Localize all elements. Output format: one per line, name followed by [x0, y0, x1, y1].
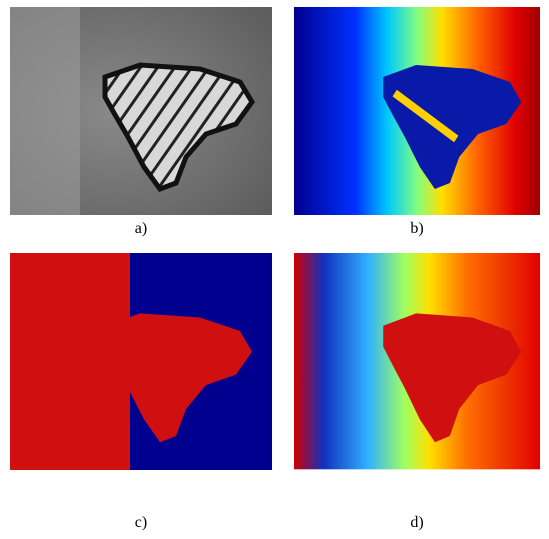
panel-c: [10, 253, 272, 470]
caption: c): [135, 514, 147, 531]
panel-b: [294, 7, 541, 215]
panel-d: [294, 253, 541, 470]
caption: d): [410, 514, 423, 531]
panel-a: [10, 7, 272, 215]
caption: a): [135, 220, 147, 237]
caption: b): [410, 220, 423, 237]
